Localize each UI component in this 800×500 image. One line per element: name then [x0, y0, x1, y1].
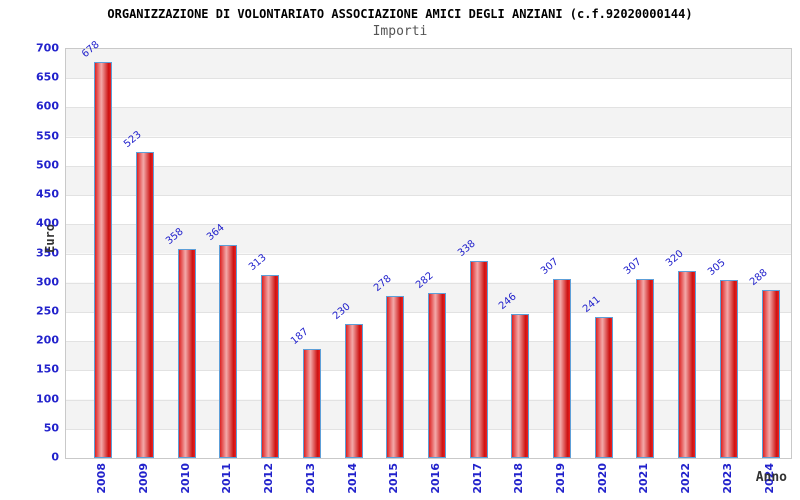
bar-value-label: 320: [664, 248, 686, 270]
y-tick-label: 150: [36, 362, 59, 376]
bar-rect: [177, 248, 196, 458]
gridline: [66, 78, 791, 80]
x-tick-label: 2021: [637, 463, 651, 494]
gridline: [66, 195, 791, 197]
x-tick-label: 2011: [220, 463, 234, 494]
gridline: [66, 224, 791, 226]
y-tick-label: 550: [36, 129, 59, 143]
y-tick-label: 450: [36, 187, 59, 201]
bar-value-label: 187: [288, 326, 311, 347]
bar-2019: 307: [539, 256, 571, 458]
bar-rect: [594, 317, 613, 458]
x-tick-label: 2017: [470, 463, 484, 494]
y-tick-label: 0: [51, 450, 59, 464]
y-tick-label: 600: [36, 99, 59, 113]
x-tick-label: 2016: [428, 463, 442, 494]
bar-value-label: 313: [247, 252, 269, 274]
bar-rect: [719, 279, 738, 458]
bar-value-label: 307: [538, 255, 561, 277]
bar-rect: [386, 295, 405, 458]
x-tick-label: 2009: [137, 463, 150, 494]
x-axis-title: Anno: [755, 470, 787, 485]
bar-value-label: 678: [80, 39, 102, 60]
bar-2013: 187: [289, 326, 321, 458]
x-tick-label: 2012: [262, 463, 276, 494]
y-tick-label: 650: [36, 70, 59, 84]
y-tick-label: 400: [36, 216, 59, 230]
bar-2011: 364: [205, 223, 238, 458]
x-tick-label: 2018: [512, 463, 526, 494]
bar-value-label: 358: [163, 226, 186, 247]
y-tick-label: 100: [36, 392, 59, 406]
bar-2017: 338: [456, 238, 488, 458]
gridline: [66, 165, 791, 167]
bar-value-label: 305: [705, 257, 728, 278]
x-tick-label: 2022: [679, 463, 693, 494]
bar-2021: 307: [622, 256, 655, 458]
bar-2015: 278: [372, 273, 405, 458]
bar-2012: 313: [247, 252, 280, 458]
y-tick-label: 700: [36, 41, 59, 55]
y-tick-label: 250: [36, 304, 59, 318]
x-tick-label: 2010: [178, 463, 192, 494]
bar-2020: 241: [581, 294, 613, 458]
bar-value-label: 307: [622, 255, 645, 277]
bar-rect: [136, 152, 154, 458]
bar-rect: [469, 260, 488, 458]
bar-value-label: 364: [205, 222, 228, 244]
gridline: [66, 282, 791, 284]
bar-rect: [94, 61, 113, 458]
y-tick-label: 300: [36, 275, 59, 289]
bar-value-label: 338: [455, 237, 478, 259]
bar-2009: 523: [122, 130, 154, 458]
y-tick-label: 500: [36, 158, 59, 172]
y-axis-title: Euro: [43, 224, 57, 253]
y-axis-tick-labels: 0 50 100 150 200 250 300 350 400 450 500 550 600 650 7…: [0, 42, 62, 464]
gridline: [66, 136, 791, 138]
y-tick-label: 350: [36, 246, 59, 259]
bar-rect: [261, 275, 280, 458]
bar-rect: [344, 323, 363, 458]
bar-value-label: 278: [372, 272, 394, 294]
bar-value-label: 523: [121, 129, 144, 151]
bar-value-label: 246: [497, 291, 519, 313]
x-tick-label: 2014: [345, 463, 359, 494]
bar-2023: 305: [706, 257, 738, 458]
bar-value-label: 230: [330, 300, 353, 322]
bar-value-label: 288: [747, 267, 770, 288]
bar-rect: [636, 278, 655, 458]
bar-2024: 288: [747, 267, 780, 458]
bar-rect: [511, 314, 530, 458]
bar-2016: 282: [414, 271, 446, 458]
bar-rect: [219, 245, 238, 458]
bar-rect: [761, 289, 780, 458]
gridline: [66, 107, 791, 109]
x-tick-label: 2008: [95, 463, 109, 494]
bar-2008: 678: [80, 39, 113, 458]
plot-area: 678 523 358 364 313 187 230 278 282 338 246 307 241 3…: [65, 39, 792, 459]
x-tick-label: 2019: [554, 463, 567, 494]
bar-rect: [427, 293, 446, 458]
bar-2010: 358: [164, 226, 196, 458]
x-tick-label: 2015: [387, 463, 401, 494]
chart-title: ORGANIZZAZIONE DI VOLONTARIATO ASSOCIAZI…: [107, 7, 693, 21]
bar-2014: 230: [330, 301, 363, 458]
bar-2018: 246: [497, 292, 530, 458]
bar-2022: 320: [664, 248, 697, 458]
x-axis-tick-labels: 2008 2009 2010 2011 2012 2013 2014 2015 2016 2017…: [65, 463, 790, 500]
y-tick-label: 200: [36, 333, 59, 347]
gridline: [66, 253, 791, 255]
y-tick-label: 50: [43, 421, 59, 435]
bar-rect: [553, 278, 571, 458]
chart-subtitle: Importi: [372, 24, 428, 39]
x-tick-label: 2020: [595, 463, 609, 494]
bar-value-label: 282: [413, 270, 436, 292]
x-tick-label: 2023: [720, 463, 734, 494]
bar-rect: [302, 348, 321, 458]
x-tick-label: 2013: [303, 463, 317, 494]
bar-rect: [678, 271, 697, 458]
